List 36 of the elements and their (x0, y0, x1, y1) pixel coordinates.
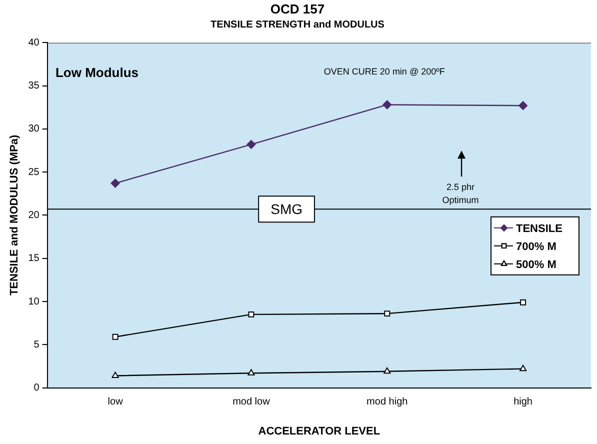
x-tick-label: high (514, 396, 532, 408)
y-axis-title: TENSILE and MODULUS (MPa) (8, 134, 21, 296)
legend-label: 500% M (516, 258, 556, 271)
y-tick-label: 40 (28, 37, 40, 48)
chart-title: OCD 157 (270, 1, 325, 16)
y-tick-label: 10 (28, 296, 40, 308)
x-tick-label: low (108, 396, 124, 408)
y-tick-label: 15 (28, 253, 40, 264)
y-tick-label: 0 (34, 382, 40, 394)
point (518, 101, 528, 110)
legend-label: 700% M (516, 240, 556, 253)
point (248, 369, 255, 376)
point (384, 310, 390, 317)
chart-subtitle: TENSILE STRENGTH and MODULUS (210, 19, 385, 30)
legend-label: TENSILE (516, 222, 562, 235)
y-tick-label: 20 (28, 210, 40, 221)
point (248, 311, 254, 318)
ref-line-label: SMG (270, 201, 302, 218)
x-tick-label: mod high (366, 396, 408, 408)
point (520, 299, 526, 306)
x-tick-label: mod low (232, 396, 271, 408)
point (384, 367, 391, 374)
annotation: Low Modulus (55, 65, 139, 80)
point (112, 334, 118, 340)
point (110, 178, 120, 188)
annotation: OVEN CURE 20 min @ 200ºF (324, 66, 446, 76)
y-tick-label: 35 (28, 80, 40, 92)
annotation: 2.5 phr Optimum (442, 182, 479, 206)
y-tick-label: 5 (34, 339, 40, 350)
point (112, 372, 119, 378)
point (382, 100, 392, 110)
point (520, 364, 527, 372)
y-tick-label: 25 (28, 166, 40, 178)
y-tick-label: 30 (28, 124, 40, 135)
x-axis-title: ACCELERATOR LEVEL (258, 425, 380, 438)
point (246, 140, 256, 149)
